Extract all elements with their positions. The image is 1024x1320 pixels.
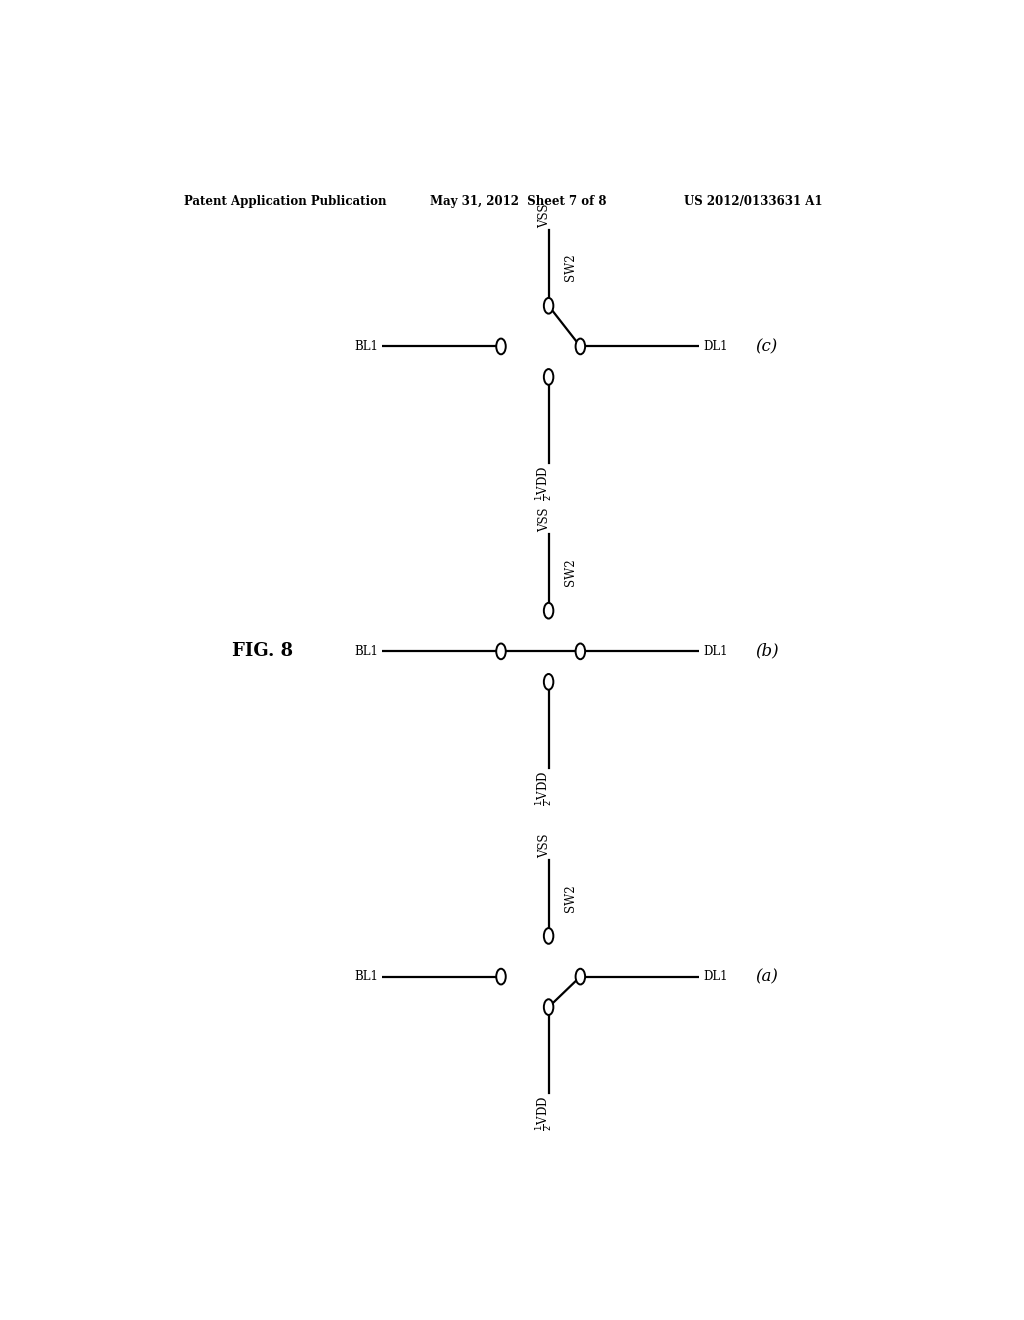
Text: SW2: SW2 [564, 558, 578, 586]
Text: DL1: DL1 [703, 645, 728, 657]
Text: VSS: VSS [539, 508, 551, 532]
Ellipse shape [544, 370, 553, 385]
Text: DL1: DL1 [703, 970, 728, 983]
Text: SW2: SW2 [564, 253, 578, 281]
Text: $\frac{1}{2}$VDD: $\frac{1}{2}$VDD [534, 771, 555, 805]
Ellipse shape [497, 338, 506, 354]
Text: BL1: BL1 [354, 645, 378, 657]
Text: BL1: BL1 [354, 970, 378, 983]
Text: VSS: VSS [539, 203, 551, 227]
Ellipse shape [544, 675, 553, 690]
Text: May 31, 2012  Sheet 7 of 8: May 31, 2012 Sheet 7 of 8 [430, 195, 606, 209]
Text: (c): (c) [756, 338, 778, 355]
Text: Patent Application Publication: Patent Application Publication [183, 195, 386, 209]
Ellipse shape [544, 999, 553, 1015]
Ellipse shape [575, 338, 585, 354]
Text: BL1: BL1 [354, 341, 378, 352]
Text: $\frac{1}{2}$VDD: $\frac{1}{2}$VDD [534, 1096, 555, 1131]
Text: FIG. 8: FIG. 8 [232, 643, 294, 660]
Ellipse shape [544, 298, 553, 314]
Text: SW2: SW2 [564, 884, 578, 912]
Ellipse shape [544, 928, 553, 944]
Text: US 2012/0133631 A1: US 2012/0133631 A1 [684, 195, 822, 209]
Text: DL1: DL1 [703, 341, 728, 352]
Text: $\frac{1}{2}$VDD: $\frac{1}{2}$VDD [534, 466, 555, 500]
Text: (a): (a) [756, 968, 778, 985]
Ellipse shape [575, 969, 585, 985]
Ellipse shape [544, 603, 553, 619]
Ellipse shape [497, 969, 506, 985]
Ellipse shape [497, 643, 506, 659]
Text: VSS: VSS [539, 833, 551, 858]
Text: (b): (b) [755, 643, 778, 660]
Ellipse shape [575, 643, 585, 659]
